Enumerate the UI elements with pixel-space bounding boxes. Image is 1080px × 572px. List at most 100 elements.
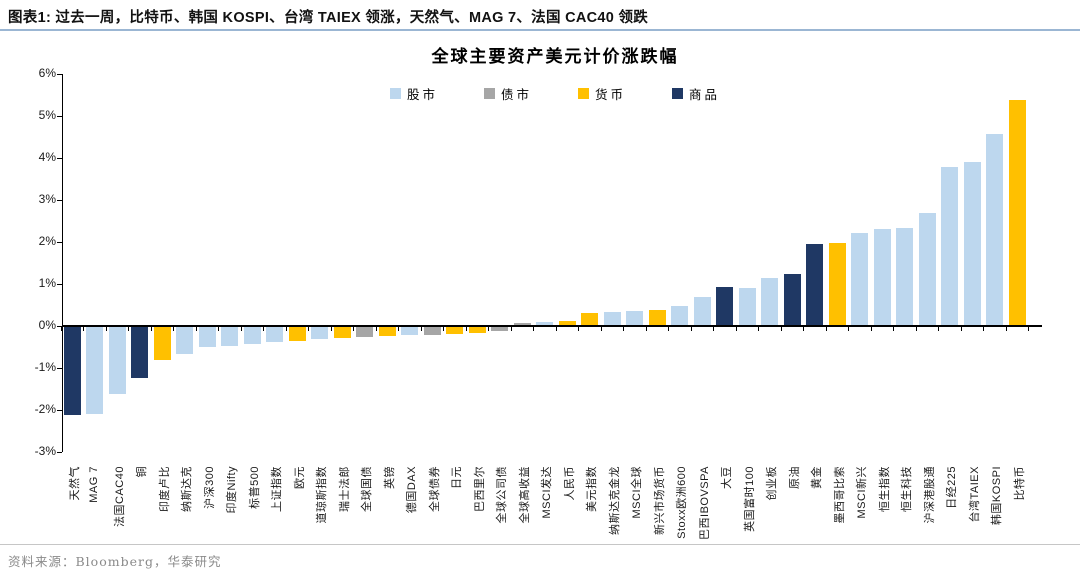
legend-label: 股市: [406, 87, 438, 102]
bar-上证指数: [266, 327, 283, 343]
x-axis-tick: [105, 327, 107, 331]
y-axis-tick: [57, 199, 62, 201]
source-note: 资料来源：Bloomberg，华泰研究: [8, 554, 222, 569]
y-axis-tick-label: -3%: [34, 444, 56, 459]
legend-item: 货币: [578, 84, 626, 103]
x-axis-label: 天然气: [68, 466, 81, 501]
bar-天然气: [63, 327, 81, 416]
bar-巴西里尔: [468, 327, 486, 333]
bar-英国富时100: [738, 288, 756, 326]
x-axis-label: 墨西哥比索: [833, 466, 846, 524]
x-axis-tick: [825, 327, 827, 331]
y-axis-tick-label: -1%: [34, 360, 56, 375]
bar-恒生科技: [896, 227, 913, 326]
zero-axis-line: [62, 325, 1042, 327]
header-divider: [0, 29, 1080, 31]
bar-法国CAC40: [108, 327, 126, 394]
x-axis-tick: [960, 327, 962, 331]
x-axis-label: 恒生指数: [878, 466, 891, 512]
bar-日元: [446, 327, 463, 334]
legend-item: 债市: [483, 84, 532, 103]
bar-印度卢比: [153, 327, 171, 360]
x-axis-label: 德国DAX: [406, 466, 418, 514]
bar-原油: [783, 273, 801, 326]
x-axis-tick: [1028, 327, 1030, 331]
y-axis-tick-label: 1%: [38, 275, 56, 290]
x-axis-label: Stoxx欧洲600: [676, 466, 688, 539]
x-axis-tick: [443, 327, 445, 331]
x-axis-label: MSCI发达: [541, 466, 553, 519]
bar-标普500: [243, 327, 261, 345]
x-axis-tick: [488, 327, 490, 331]
x-axis-tick: [465, 327, 467, 331]
x-axis-label: MAG 7: [88, 466, 100, 503]
x-axis-label: 恒生科技: [901, 466, 913, 512]
bar-纳斯达克金龙: [603, 311, 621, 326]
bar-日经225: [941, 167, 958, 326]
x-axis-tick: [893, 327, 895, 331]
x-axis-label: 上证指数: [271, 466, 283, 512]
bar-欧元: [288, 327, 306, 342]
chart-title: 全球主要资产美元计价涨跌幅: [431, 47, 679, 67]
x-axis-tick: [375, 327, 377, 331]
bar-瑞士法郎: [333, 327, 351, 338]
x-axis-tick: [1005, 327, 1007, 331]
bar-沪深港股通: [918, 213, 936, 326]
x-axis-label: 标普500: [248, 466, 261, 509]
legend-swatch-icon: [672, 88, 684, 99]
bar-道琼斯指数: [311, 327, 328, 339]
x-axis-label: 黄金: [811, 466, 823, 489]
legend-label: 债市: [500, 87, 532, 102]
bar-英镑: [378, 327, 396, 337]
y-axis-tick-label: 0%: [38, 318, 56, 332]
x-axis-tick: [803, 327, 805, 331]
y-axis-tick: [57, 157, 62, 159]
x-axis-tick: [983, 327, 985, 331]
y-axis-tick-label: 5%: [38, 107, 56, 122]
bar-恒生指数: [873, 229, 891, 326]
legend-item: 商品: [672, 84, 720, 103]
x-axis-tick: [218, 327, 220, 331]
bar-全球高收益: [513, 322, 531, 326]
x-axis-tick: [623, 327, 625, 331]
x-axis-label: MSCI新兴: [856, 466, 868, 519]
bar-纳斯达克: [176, 327, 193, 355]
bar-全球债券: [423, 327, 441, 335]
x-axis-label: 英镑: [383, 466, 396, 489]
x-axis-tick: [578, 327, 580, 331]
bar-台湾TAIEX: [963, 161, 981, 326]
y-axis-tick: [57, 326, 62, 327]
y-axis-tick: [57, 115, 62, 117]
x-axis-label: 全球国债: [361, 466, 373, 512]
y-axis-tick-label: 3%: [38, 191, 56, 206]
x-axis-tick: [510, 327, 512, 331]
bar-MSCI全球: [626, 310, 643, 326]
x-axis-label: 铜: [136, 466, 148, 478]
x-axis-tick: [533, 327, 535, 331]
x-axis-tick: [848, 327, 850, 331]
legend-label: 商品: [689, 87, 721, 102]
x-axis-label: 纳斯达克金龙: [608, 466, 621, 535]
x-axis-tick: [128, 327, 130, 331]
bar-MAG 7: [86, 327, 103, 415]
bar-人民币: [558, 320, 576, 326]
x-axis-label: 创业板: [766, 466, 778, 501]
x-axis-label: MSCI全球: [631, 466, 643, 519]
x-axis-label: 欧元: [293, 466, 306, 489]
x-axis-label: 日经225: [946, 466, 958, 509]
x-axis-label: 全球高收益: [518, 466, 531, 524]
footer-divider: [0, 544, 1080, 545]
bar-印度Nifty: [221, 327, 238, 346]
x-axis-label: 纳斯达克: [181, 466, 193, 512]
x-axis-label: 巴西IBOVSPA: [698, 466, 711, 540]
x-axis-label: 全球公司债: [496, 466, 508, 524]
x-axis-label: 原油: [788, 466, 801, 489]
y-axis-tick: [57, 283, 62, 285]
bar-美元指数: [581, 313, 598, 326]
x-axis-tick: [780, 327, 782, 331]
x-axis-label: 比特币: [1013, 466, 1026, 501]
x-axis-tick: [195, 327, 197, 331]
bar-墨西哥比索: [828, 243, 846, 326]
y-axis-tick: [57, 452, 62, 454]
